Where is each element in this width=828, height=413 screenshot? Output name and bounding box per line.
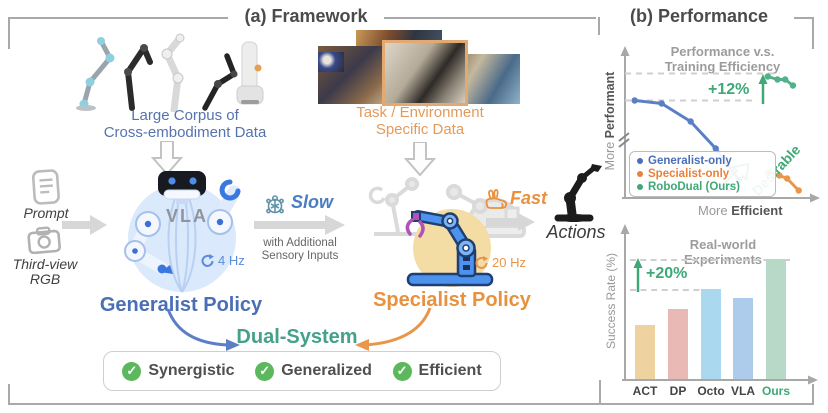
specialist-rate: 20 Hz [474, 255, 526, 270]
frame-corner [812, 17, 814, 49]
prompt-document-icon [31, 169, 60, 205]
vla-label: VLA [166, 206, 208, 226]
legend-row-robodual: RoboDual (Ours) [637, 181, 768, 193]
dual-system-label: Dual-System [236, 326, 358, 348]
fast-label: Fast [510, 188, 548, 208]
input-arrow-icon [62, 215, 107, 235]
legend-dot [637, 158, 643, 164]
robot-left-arm [124, 211, 173, 274]
task-data-label: Task / Environment Specific Data [356, 104, 484, 138]
bar-category-label: ACT [632, 384, 658, 398]
prompt-label: Prompt [23, 205, 69, 221]
bar-gain-annotation: +20% [646, 265, 688, 282]
bar-chart-axes [620, 224, 818, 385]
sensory-inputs-note: with Additional Sensory Inputs [261, 237, 339, 262]
gain-arrow-icon [633, 258, 643, 292]
line-chart-xlabel: More Efficient [698, 203, 783, 218]
frame-line [384, 17, 596, 19]
bar-chart-ylabel: Success Rate (%) [604, 252, 618, 350]
legend-dot [637, 171, 643, 177]
bar-vla [733, 298, 753, 379]
frame-corner [812, 384, 814, 404]
specialist-policy-title: Specialist Policy [373, 289, 531, 311]
robot-right-arm [207, 179, 241, 235]
legend-row-generalist: Generalist-only [637, 155, 768, 167]
legend-row-specialist: Specialist-only [637, 168, 768, 180]
camera-icon [27, 226, 61, 254]
panel-a-title: (a) Framework [244, 6, 368, 26]
improvement-annotation: +12% [708, 81, 750, 98]
reference-dash-line [630, 259, 790, 261]
check-icon: ✓ [255, 361, 275, 381]
rabbit-icon [485, 189, 508, 209]
cycle-icon [475, 255, 488, 269]
mobile-robot [236, 41, 264, 105]
frame-line-bottom [8, 403, 814, 405]
task-photo-collage [318, 30, 520, 106]
frame-divider-bottom [599, 380, 601, 404]
fast-arrow-icon [486, 213, 535, 231]
slow-arrow-icon [254, 215, 345, 235]
bar-category-label: DP [669, 384, 687, 398]
bar-octo [701, 289, 721, 379]
cycle-icon [201, 253, 214, 267]
bar-dp [668, 308, 688, 379]
bar-category-label: VLA [731, 384, 755, 398]
generalist-policy-title: Generalist Policy [99, 294, 263, 316]
features-box: ✓ Synergistic ✓ Generalized ✓ Efficient [103, 351, 501, 391]
bar-category-label: Octo [697, 384, 725, 398]
panel-b-title: (b) Performance [629, 6, 769, 26]
check-icon: ✓ [122, 361, 142, 381]
bar-chart-plot: ACT DP Octo VLA Ours [625, 229, 818, 398]
down-arrow-icon [404, 142, 436, 176]
down-arrow-icon [151, 141, 183, 175]
slow-label: Slow [291, 192, 334, 212]
check-icon: ✓ [392, 361, 412, 381]
actions-robot-illustration [554, 164, 602, 222]
line-chart-legend: Generalist-only Specialist-only RoboDual… [629, 151, 776, 197]
line-chart-ylabel: More Performant [603, 71, 617, 171]
specialist-robot-illustration [405, 209, 494, 287]
task-photo-highlight [382, 40, 468, 106]
task-photo-detail [318, 52, 344, 72]
bar-category-label: Ours [761, 384, 790, 398]
reference-dash-line [630, 289, 710, 291]
line-chart-title: Performance v.s. Training Efficiency [664, 44, 781, 74]
robot-fleet-illustration [76, 33, 264, 112]
legend-dot [637, 184, 643, 190]
frame-corner [8, 17, 10, 49]
feature-efficient: ✓ Efficient [392, 361, 482, 381]
actions-label: Actions [546, 222, 606, 242]
dual-system-arrows [166, 307, 432, 351]
third-view-rgb-label: Third-view RGB [12, 256, 78, 287]
gripper [405, 211, 425, 238]
frame-corner [8, 384, 10, 404]
corpus-data-label: Large Corpus of Cross-embodiment Data [103, 107, 267, 141]
generalist-robot-illustration [124, 171, 241, 293]
feature-synergistic: ✓ Synergistic [122, 361, 235, 381]
frame-divider-top [598, 17, 600, 35]
generalist-rate: 4 Hz [200, 253, 245, 268]
feature-generalized: ✓ Generalized [255, 361, 372, 381]
bar-act [635, 325, 655, 379]
frame-line [8, 17, 228, 19]
frame-line [794, 17, 814, 19]
bar-ours [766, 259, 786, 379]
turtle-icon [266, 195, 284, 214]
robot-head [158, 171, 206, 204]
